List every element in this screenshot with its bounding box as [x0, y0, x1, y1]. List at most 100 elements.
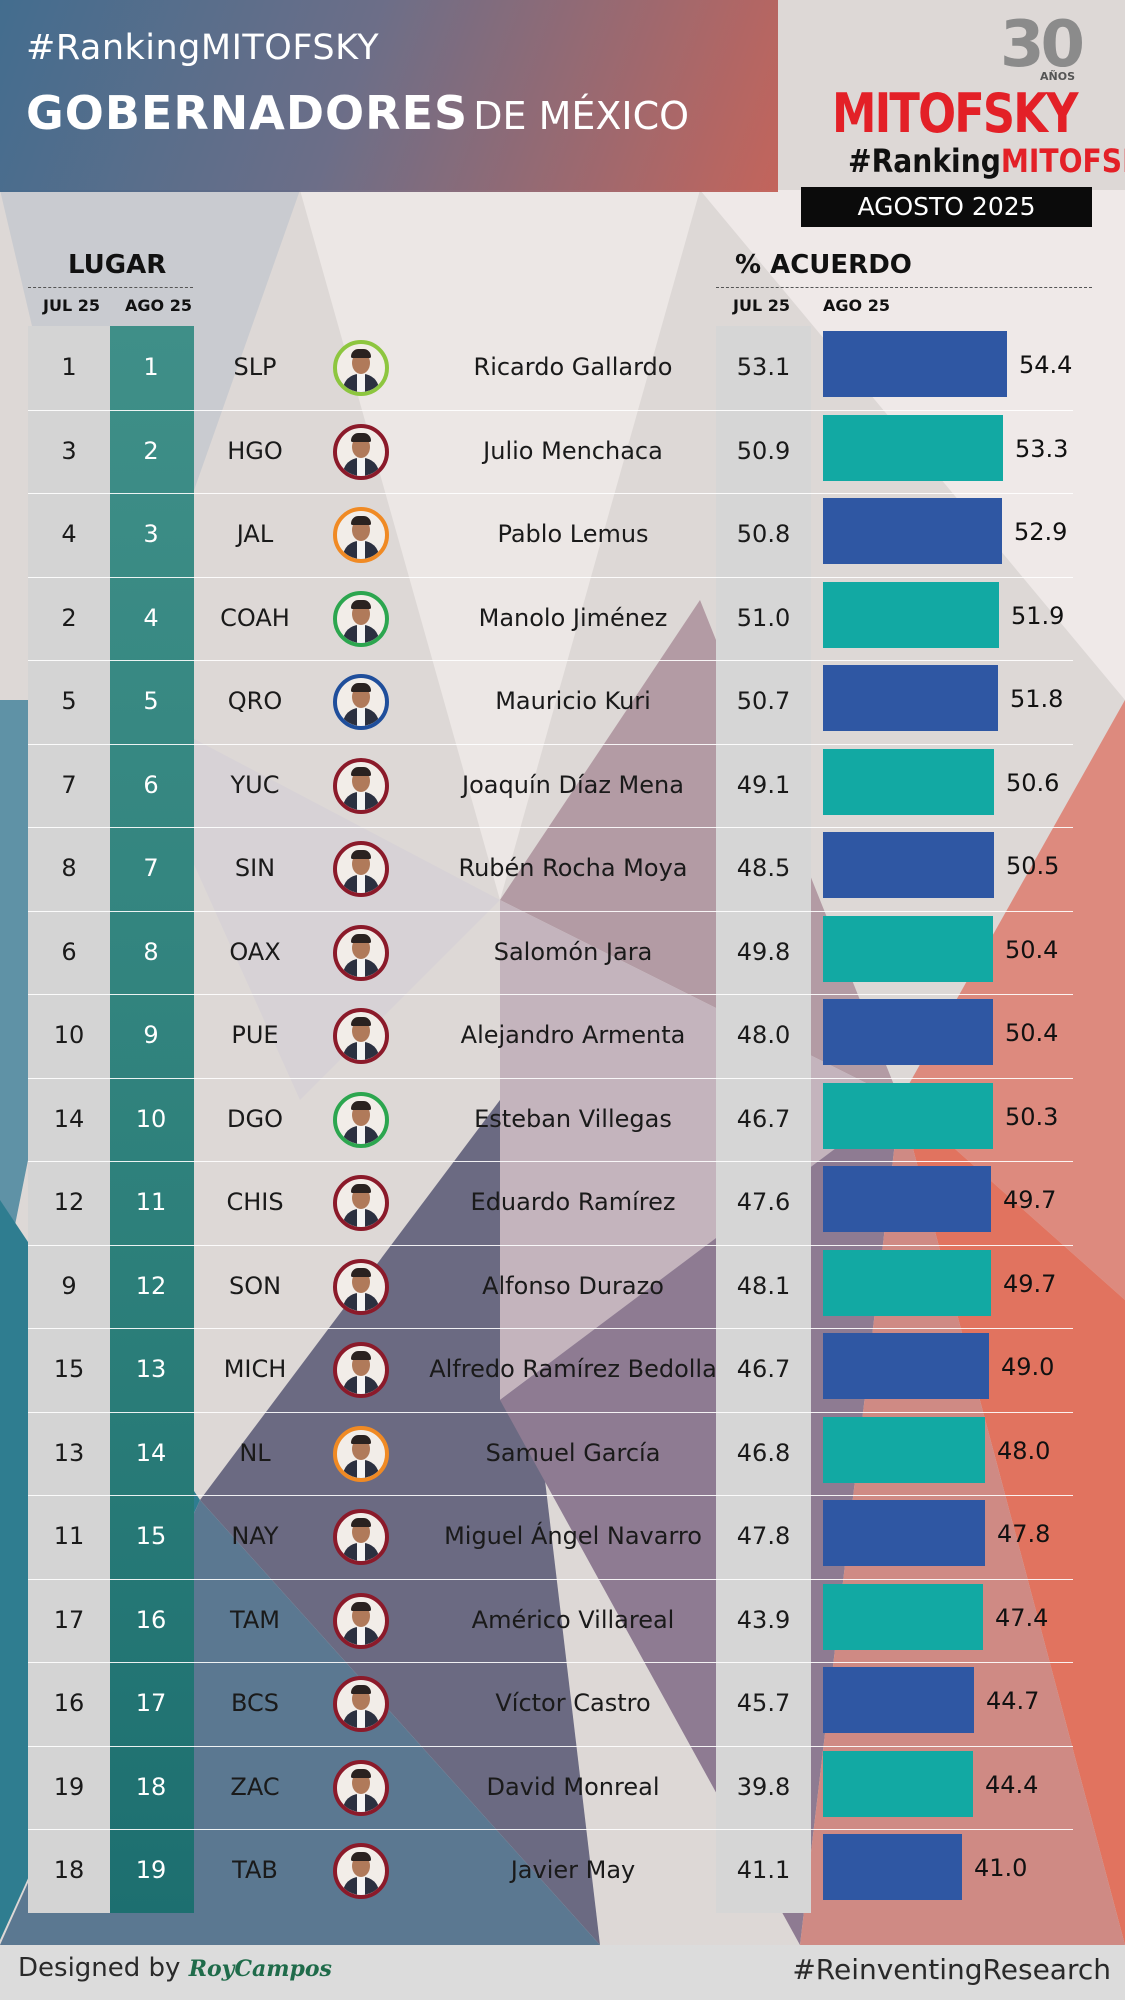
state-code: SON — [228, 1271, 282, 1300]
prev-approval: 43.9 — [736, 1605, 791, 1634]
governor-avatar — [333, 1175, 389, 1231]
prev-approval: 45.7 — [736, 1689, 791, 1717]
governor-name: Pablo Lemus — [497, 520, 649, 548]
header-band — [0, 0, 778, 192]
state-code: YUC — [230, 770, 280, 799]
brand-logo: MITOFSKY — [832, 82, 1078, 145]
prev-approval: 39.8 — [736, 1772, 791, 1801]
table-row: 9 12 SON Alfonso Durazo 48.1 49.7 — [28, 1245, 1073, 1329]
curr-rank: 8 — [143, 937, 159, 966]
rank-prev-header: JUL 25 — [43, 296, 100, 315]
row-divider — [28, 1328, 1073, 1329]
approval-bar — [823, 999, 993, 1065]
governor-name: Mauricio Kuri — [495, 687, 651, 715]
approval-header: % ACUERDO — [735, 250, 912, 280]
curr-rank: 11 — [135, 1188, 167, 1216]
row-divider — [28, 409, 1073, 411]
state-code: NL — [239, 1438, 271, 1467]
state-code: JAL — [236, 520, 274, 548]
governor-name: Ricardo Gallardo — [473, 353, 673, 381]
state-code: SIN — [234, 854, 276, 882]
state-code: ZAC — [230, 1772, 280, 1801]
curr-rank: 19 — [135, 1856, 167, 1884]
governor-avatar — [333, 1008, 389, 1064]
approval-bar — [823, 748, 994, 815]
row-divider — [28, 910, 1073, 912]
governor-avatar — [333, 340, 389, 396]
table-row: 16 17 BCS Víctor Castro 45.7 44.7 — [28, 1662, 1073, 1746]
approval-prev-header: JUL 25 — [733, 296, 790, 315]
row-divider — [28, 1829, 1073, 1830]
prev-approval: 50.9 — [736, 436, 791, 465]
governor-name: Eduardo Ramírez — [470, 1188, 676, 1216]
table-row: 3 2 HGO Julio Menchaca 50.9 53.3 — [28, 410, 1073, 494]
state-code: COAH — [220, 603, 290, 632]
curr-rank: 5 — [143, 687, 159, 715]
governor-name: David Monreal — [486, 1772, 660, 1801]
row-divider — [28, 1161, 1073, 1162]
row-divider — [28, 743, 1073, 745]
prev-rank: 4 — [61, 520, 77, 548]
state-code: TAM — [230, 1605, 280, 1634]
governor-name: Javier May — [510, 1856, 636, 1884]
prev-approval: 41.1 — [736, 1856, 791, 1884]
curr-rank: 10 — [135, 1104, 167, 1133]
designed-by-label: Designed by — [18, 1953, 189, 1983]
anniversary-number: 30 — [1000, 8, 1085, 82]
prev-rank: 5 — [61, 687, 77, 715]
table-row: 4 3 JAL Pablo Lemus 50.8 52.9 — [28, 493, 1073, 577]
approval-value: 47.4 — [995, 1603, 1049, 1632]
prev-rank: 17 — [53, 1605, 85, 1634]
approval-curr-header: AGO 25 — [823, 296, 890, 315]
curr-rank: 17 — [135, 1689, 167, 1717]
title-main: GOBERNADORES — [26, 86, 469, 140]
governor-name: Miguel Ángel Navarro — [444, 1522, 702, 1550]
prev-approval: 50.7 — [736, 687, 791, 715]
prev-rank: 10 — [53, 1021, 85, 1049]
prev-rank: 6 — [61, 937, 77, 966]
approval-bar — [823, 498, 1002, 564]
approval-value: 49.7 — [1003, 1186, 1057, 1214]
table-row: 12 11 CHIS Eduardo Ramírez 47.6 49.7 — [28, 1161, 1073, 1245]
governor-name: Alejandro Armenta — [460, 1021, 686, 1049]
approval-bar — [823, 414, 1003, 481]
governor-avatar — [333, 1592, 389, 1649]
prev-rank: 19 — [53, 1772, 85, 1801]
curr-rank-column — [110, 326, 194, 1913]
approval-bar — [823, 1249, 991, 1316]
approval-value: 48.0 — [997, 1436, 1051, 1465]
prev-approval: 49.8 — [736, 937, 791, 966]
governor-name: Víctor Castro — [495, 1689, 651, 1717]
curr-rank: 2 — [143, 436, 159, 465]
approval-bar — [823, 1583, 983, 1650]
table-row: 5 5 QRO Mauricio Kuri 50.7 51.8 — [28, 660, 1073, 744]
curr-rank: 14 — [135, 1438, 167, 1467]
table-row: 2 4 COAH Manolo Jiménez 51.0 51.9 — [28, 577, 1073, 661]
approval-value: 50.3 — [1005, 1102, 1059, 1131]
state-code: SLP — [233, 353, 277, 381]
curr-rank: 12 — [135, 1271, 167, 1300]
approval-bar — [823, 915, 993, 982]
prev-approval: 46.8 — [736, 1438, 791, 1467]
table-row: 14 10 DGO Esteban Villegas 46.7 50.3 — [28, 1078, 1073, 1162]
governor-avatar — [333, 674, 389, 730]
governor-name: Manolo Jiménez — [478, 603, 668, 632]
row-divider — [28, 1411, 1073, 1413]
governor-avatar — [333, 1342, 389, 1398]
governor-avatar — [333, 1843, 389, 1899]
state-code: MICH — [223, 1355, 287, 1383]
governor-name: Américo Villareal — [471, 1605, 675, 1634]
prev-rank: 1 — [61, 353, 77, 381]
governor-avatar — [333, 590, 389, 647]
approval-bar — [823, 1500, 985, 1566]
approval-value: 47.8 — [997, 1520, 1051, 1548]
governor-name: Julio Menchaca — [483, 436, 663, 465]
state-code: NAY — [231, 1522, 279, 1550]
governor-avatar — [333, 841, 389, 897]
prev-approval: 48.0 — [736, 1021, 791, 1049]
prev-rank: 7 — [61, 770, 77, 799]
prev-approval: 50.8 — [736, 520, 791, 548]
row-divider — [28, 1495, 1073, 1496]
governor-avatar — [333, 924, 389, 981]
approval-value: 53.3 — [1015, 434, 1069, 463]
